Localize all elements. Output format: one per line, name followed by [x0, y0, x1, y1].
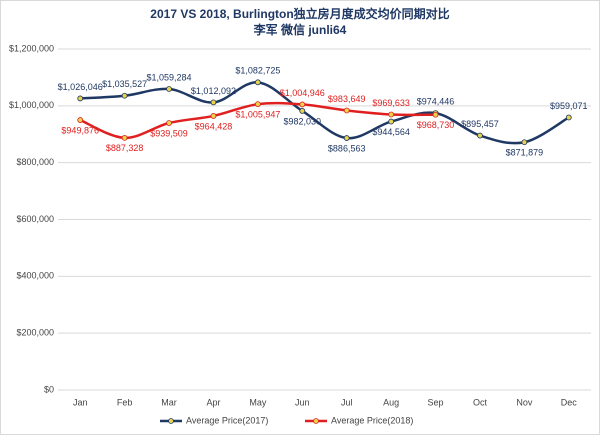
x-tick-label: Sep: [428, 397, 444, 407]
data-label: $886,563: [328, 143, 366, 153]
y-tick-label: $200,000: [16, 328, 54, 338]
data-label: $1,004,946: [280, 88, 325, 98]
x-tick-label: Mar: [161, 397, 177, 407]
legend-marker: [168, 418, 174, 424]
x-tick-label: Jul: [341, 397, 353, 407]
point-marker: [388, 111, 395, 118]
data-label: $1,035,527: [102, 79, 147, 89]
data-label: $982,030: [284, 116, 322, 126]
point-marker: [210, 113, 217, 119]
data-label: $895,457: [461, 119, 499, 129]
data-label: $1,026,046: [58, 82, 103, 92]
point-marker: [299, 108, 306, 114]
x-tick-label: Dec: [561, 397, 578, 407]
data-label: $1,059,284: [147, 72, 192, 82]
data-label: $939,509: [150, 128, 188, 138]
data-label: $871,879: [506, 148, 544, 158]
point-marker: [521, 139, 528, 146]
point-marker: [77, 117, 84, 123]
y-tick-label: $800,000: [16, 157, 54, 167]
data-label: $1,082,725: [235, 66, 280, 76]
point-marker: [121, 134, 128, 141]
legend-label: Average Price(2018): [331, 415, 413, 425]
chart-title: 2017 VS 2018, Burlington独立房月度成交均价同期对比: [150, 6, 449, 21]
point-marker: [343, 135, 350, 141]
series-line: [80, 81, 570, 145]
x-tick-label: Jun: [295, 397, 310, 407]
y-tick-label: $0: [44, 384, 54, 394]
data-label: $964,428: [195, 121, 233, 131]
legend-label: Average Price(2017): [186, 415, 268, 425]
data-label: $1,012,092: [191, 86, 236, 96]
legend-marker: [313, 418, 319, 424]
x-tick-label: Jan: [73, 397, 88, 407]
data-label: $968,730: [417, 120, 455, 130]
chart-subtitle: 李军 微信 junli64: [253, 22, 347, 37]
x-tick-label: Apr: [206, 397, 220, 407]
data-label: $1,005,947: [235, 110, 280, 120]
point-marker: [254, 101, 261, 108]
point-marker: [166, 86, 172, 92]
data-label: $974,446: [417, 96, 455, 106]
point-marker: [565, 114, 572, 121]
point-marker: [477, 132, 483, 139]
x-tick-label: May: [249, 397, 267, 407]
y-tick-label: $1,200,000: [9, 43, 54, 53]
point-marker: [343, 107, 350, 114]
point-marker: [121, 92, 128, 99]
data-label: $983,649: [328, 94, 366, 104]
y-tick-label: $600,000: [16, 214, 54, 224]
y-tick-label: $400,000: [16, 271, 54, 281]
point-marker: [254, 79, 261, 86]
point-marker: [388, 118, 395, 125]
y-tick-label: $1,000,000: [9, 100, 54, 110]
data-label: $944,564: [372, 127, 410, 137]
data-label: $959,071: [550, 101, 588, 111]
point-marker: [432, 111, 439, 118]
point-marker: [166, 120, 172, 126]
data-label: $887,328: [106, 143, 144, 153]
point-marker: [210, 99, 217, 106]
point-marker: [299, 101, 306, 108]
x-tick-label: Oct: [473, 397, 488, 407]
point-marker: [77, 95, 84, 102]
x-tick-label: Aug: [383, 397, 399, 407]
x-tick-label: Feb: [117, 397, 133, 407]
data-label: $969,633: [372, 98, 410, 108]
x-tick-label: Nov: [516, 397, 533, 407]
data-label: $949,876: [61, 125, 99, 135]
